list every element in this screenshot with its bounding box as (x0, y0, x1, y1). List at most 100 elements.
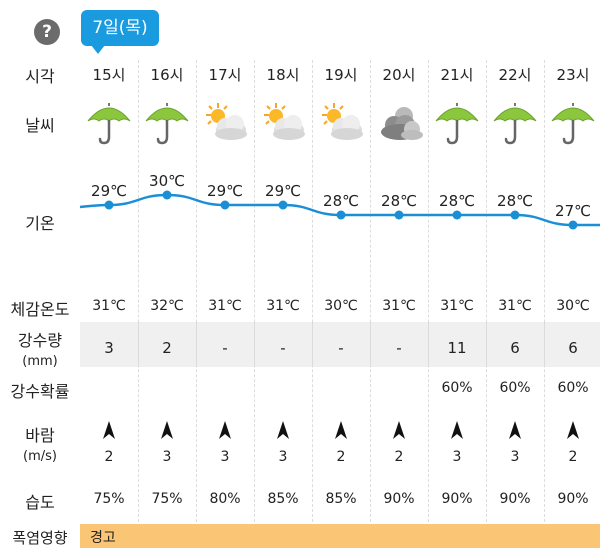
precip-value: - (280, 339, 286, 357)
row-label-precip-prob: 강수확률 (10, 382, 70, 401)
hour-label: 16시 (150, 66, 184, 84)
column-divider (370, 60, 371, 522)
hour-label: 15시 (92, 66, 126, 84)
wind-speed-value: 2 (104, 449, 114, 465)
humidity-value: 85% (267, 491, 299, 507)
humidity-value: 75% (151, 491, 183, 507)
column-divider (312, 60, 313, 522)
precip-value: - (396, 339, 402, 357)
hour-label: 22시 (498, 66, 532, 84)
sun-cloud-icon (196, 99, 254, 147)
humidity-value: 80% (209, 491, 241, 507)
cloudy-icon (370, 99, 428, 147)
temperature-label: 27℃ (555, 202, 591, 220)
wind-direction-icon (80, 420, 138, 446)
temperature-label: 28℃ (323, 192, 359, 210)
umbrella-icon (486, 99, 544, 147)
wind-direction-icon (544, 420, 600, 446)
row-label-humidity: 습도 (25, 493, 55, 512)
temperature-point (336, 210, 346, 220)
humidity-value: 90% (441, 491, 473, 507)
wind-label-text: 바람 (25, 426, 55, 445)
temperature-point (278, 200, 288, 210)
wind-direction-icon (196, 420, 254, 446)
sun-cloud-icon (312, 99, 370, 147)
precip-value: 2 (162, 339, 172, 357)
temperature-point (452, 210, 462, 220)
temperature-point (104, 200, 114, 210)
heat-warning-band (80, 524, 600, 548)
column-divider (486, 60, 487, 522)
temperature-line (79, 193, 600, 227)
column-divider (544, 60, 545, 522)
wind-speed-value: 3 (220, 449, 230, 465)
sun-cloud-icon (254, 99, 312, 147)
umbrella-icon (544, 99, 600, 147)
wind-direction-icon (138, 420, 196, 446)
precip-value: 6 (510, 339, 520, 357)
temperature-label: 29℃ (207, 182, 243, 200)
feels-like-value: 30℃ (556, 298, 590, 314)
help-icon[interactable]: ? (34, 19, 60, 45)
wind-speed-value: 3 (510, 449, 520, 465)
feels-like-value: 31℃ (208, 298, 242, 314)
humidity-value: 75% (93, 491, 125, 507)
humidity-value: 90% (499, 491, 531, 507)
precip-value: 11 (447, 339, 467, 357)
temperature-point (162, 190, 172, 200)
temperature-point (568, 220, 578, 230)
row-label-precip: 강수량 (mm) (0, 327, 80, 369)
column-divider (196, 60, 197, 522)
wind-direction-icon (486, 420, 544, 446)
feels-like-value: 31℃ (266, 298, 300, 314)
row-label-hour: 시각 (25, 67, 55, 86)
precip-prob-value: 60% (441, 380, 473, 396)
precip-unit: (mm) (22, 354, 58, 369)
wind-direction-icon (254, 420, 312, 446)
temperature-label: 29℃ (91, 182, 127, 200)
precip-value: - (338, 339, 344, 357)
wind-speed-value: 3 (278, 449, 288, 465)
hour-label: 17시 (208, 66, 242, 84)
wind-speed-value: 2 (568, 449, 578, 465)
wind-direction-icon (428, 420, 486, 446)
wind-speed-value: 2 (394, 449, 404, 465)
feels-like-value: 31℃ (498, 298, 532, 314)
humidity-value: 85% (325, 491, 357, 507)
feels-like-value: 30℃ (324, 298, 358, 314)
wind-speed-value: 3 (162, 449, 172, 465)
hour-label: 18시 (266, 66, 300, 84)
precip-prob-value: 60% (557, 380, 589, 396)
precip-prob-value: 60% (499, 380, 531, 396)
feels-like-value: 32℃ (150, 298, 184, 314)
hour-label: 23시 (556, 66, 590, 84)
heat-warning-text: 경고 (90, 530, 116, 546)
row-label-feels: 체감온도 (10, 300, 70, 319)
umbrella-icon (138, 99, 196, 147)
hour-label: 21시 (440, 66, 474, 84)
precip-value: 3 (104, 339, 114, 357)
row-label-temp: 기온 (25, 214, 55, 233)
wind-direction-icon (312, 420, 370, 446)
row-label-weather: 날씨 (25, 116, 55, 135)
hour-label: 20시 (382, 66, 416, 84)
row-label-heat: 폭염영향 (12, 529, 68, 547)
humidity-value: 90% (383, 491, 415, 507)
umbrella-icon (80, 99, 138, 147)
temperature-point (394, 210, 404, 220)
wind-unit: (m/s) (23, 449, 57, 464)
wind-direction-icon (370, 420, 428, 446)
precip-value: - (222, 339, 228, 357)
temperature-label: 28℃ (381, 192, 417, 210)
temperature-label: 28℃ (497, 192, 533, 210)
wind-speed-value: 2 (336, 449, 346, 465)
precip-value: 6 (568, 339, 578, 357)
precip-label-text: 강수량 (17, 331, 63, 350)
column-divider (428, 60, 429, 522)
feels-like-value: 31℃ (382, 298, 416, 314)
feels-like-value: 31℃ (92, 298, 126, 314)
hour-label: 19시 (324, 66, 358, 84)
temperature-point (510, 210, 520, 220)
row-label-wind: 바람 (m/s) (0, 422, 80, 464)
temperature-label: 28℃ (439, 192, 475, 210)
